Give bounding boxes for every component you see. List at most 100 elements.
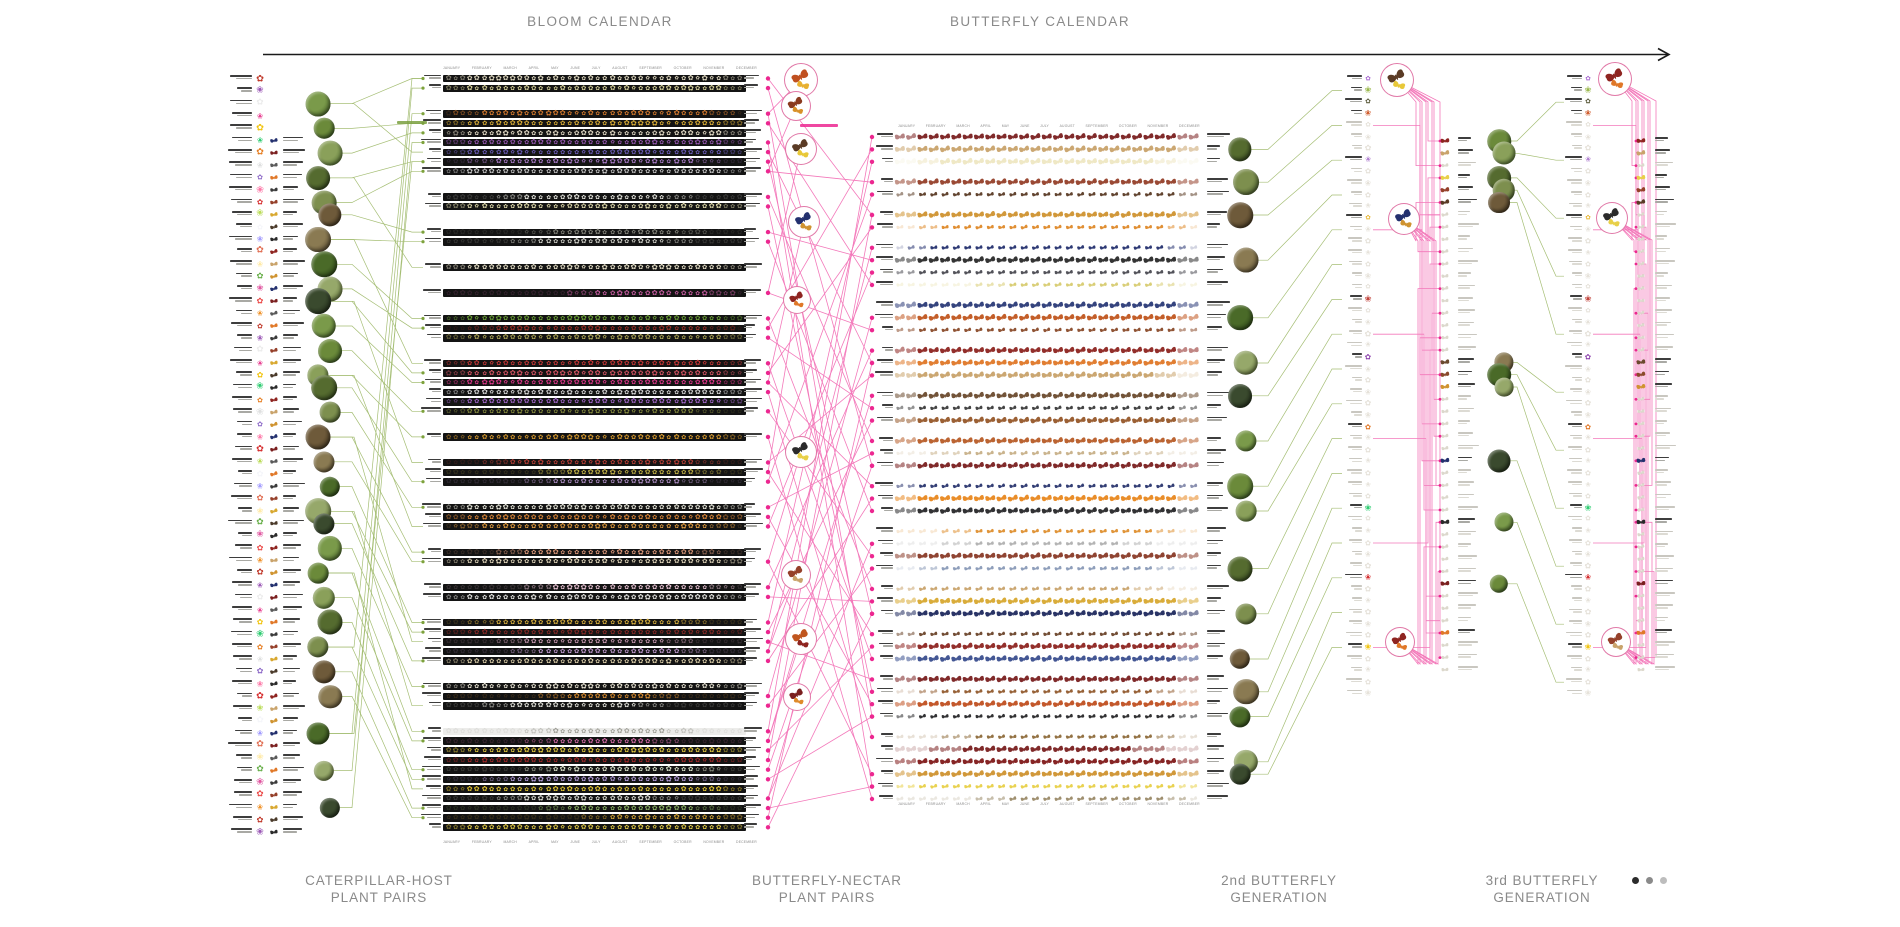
flower-glyph: ✿ — [446, 765, 452, 774]
butterfly-icon — [975, 192, 983, 197]
flower-glyph: ✿ — [574, 618, 579, 626]
flower-icon: ✿ — [256, 245, 264, 256]
link-line — [1593, 125, 1637, 215]
flower-glyph: ✿ — [645, 83, 651, 92]
butterfly-icon — [1440, 149, 1450, 156]
flower-glyph: ✿ — [695, 158, 700, 165]
butterfly-icon — [1099, 541, 1108, 546]
bloom-row-label — [421, 794, 441, 799]
microtext-line — [744, 237, 760, 240]
flower-glyph: ✿ — [460, 388, 466, 396]
flower-glyph: ✿ — [467, 746, 473, 754]
microtext-line — [283, 707, 299, 710]
butterfly-icon — [1156, 586, 1164, 592]
butterfly-icon — [1054, 541, 1062, 546]
flower-glyph: ✿ — [587, 592, 594, 601]
bloom-row: ✿ ✿ ✿ ✿ ✿ ✿ ✿ ✿ ✿ ✿ ✿ ✿ ✿ ✿ ✿ ✿ ✿ ✿ ✿ ✿ ✿ ✿ ✿ ✿ ✿ ✿ ✿ ✿ ✿ ✿ ✿ ✿ ✿ ✿ ✿ ✿ ✿ ✿ ✿ ✿… — [443, 314, 746, 323]
flower-glyph: ✿ — [602, 148, 608, 156]
flower-glyph: ✿ — [652, 324, 658, 332]
flower-glyph: ✿ — [459, 192, 466, 201]
flower-glyph: ✿ — [538, 700, 545, 710]
link-line — [1615, 337, 1637, 666]
host-plant-name — [231, 210, 252, 216]
microtext-line — [234, 346, 252, 349]
butterfly-icon — [1110, 327, 1119, 333]
flower-glyph: ✿ — [559, 108, 566, 118]
flower-glyph: ✿ — [560, 333, 565, 341]
flower-glyph: ✿ — [708, 656, 715, 665]
month-label: DECEMBER — [1179, 124, 1200, 128]
butterfly-icon — [973, 346, 985, 354]
flower-glyph: ✿ — [481, 803, 488, 812]
butterfly-icon — [1065, 244, 1074, 250]
link-dot — [421, 806, 425, 810]
flower-glyph: ✿ — [537, 457, 545, 467]
flower-glyph: ✿ — [616, 166, 623, 176]
host-plant-name — [230, 630, 252, 636]
flower-glyph: ✿ — [609, 784, 615, 793]
butterfly-icon — [1007, 145, 1019, 153]
flower-glyph: ✿ — [452, 166, 459, 176]
flower-glyph: ✿ — [503, 701, 508, 710]
flower-glyph: ✿ — [474, 692, 480, 700]
pagination-dot-3[interactable] — [1660, 877, 1667, 884]
flower-glyph: ✿ — [673, 138, 679, 147]
pagination-dot-2[interactable] — [1646, 877, 1653, 884]
flower-glyph: ✿ — [488, 784, 494, 793]
pagination-dots[interactable] — [1632, 877, 1667, 884]
butterfly-icon — [1131, 358, 1143, 367]
host-butterfly-name — [283, 606, 302, 611]
flower-glyph: ✿ — [509, 822, 516, 832]
flower-glyph: ✿ — [673, 397, 679, 405]
butterfly-icon — [1131, 494, 1143, 502]
butterfly-icon — [951, 610, 962, 617]
butterfly-icon — [1177, 655, 1188, 662]
link-line — [767, 641, 873, 680]
microtext-line — [428, 739, 441, 742]
microtext-line — [232, 383, 252, 386]
flower-glyph: ✿ — [701, 467, 708, 476]
butterfly-icon — [1052, 506, 1064, 515]
link-dot — [765, 693, 771, 699]
flower-glyph: ✿ — [560, 397, 565, 406]
link-line — [1399, 546, 1440, 665]
butterfly-icon — [1120, 210, 1132, 219]
butterfly-icon — [1177, 346, 1188, 354]
flower-glyph: ✿ — [609, 682, 615, 691]
butterfly-icon — [270, 298, 278, 304]
butterfly-icon — [1131, 642, 1143, 650]
flower-glyph: ✿ — [446, 237, 451, 245]
flower-glyph: ✿ — [453, 398, 459, 405]
host-butterfly-name — [283, 544, 302, 549]
flower-glyph: ✿ — [489, 238, 494, 245]
flower-glyph: ✿ — [716, 775, 722, 783]
flower-glyph: ✿ — [674, 119, 679, 127]
microtext-line — [426, 816, 441, 818]
caterpillar-photo-thumb — [311, 374, 337, 401]
butterfly-icon — [1018, 654, 1030, 663]
butterfly-icon — [1075, 597, 1087, 605]
butterfly-icon — [1018, 552, 1030, 560]
pagination-dot-1[interactable] — [1632, 877, 1639, 884]
host-plant-name — [232, 581, 252, 586]
butterfly-icon — [917, 145, 928, 153]
flower-glyph: ✿ — [445, 700, 452, 710]
flower-glyph: ✿ — [595, 814, 601, 821]
flower-glyph: ✿ — [723, 468, 729, 476]
flower-glyph: ✿ — [702, 618, 708, 626]
butterfly-icon — [1009, 244, 1017, 251]
flower-glyph: ✿ — [453, 378, 459, 387]
flower-glyph: ✿ — [524, 503, 530, 511]
flower-glyph: ✿ — [730, 521, 736, 531]
flower-glyph: ✿ — [459, 201, 466, 211]
butterfly-icon — [1131, 506, 1143, 515]
butterfly-icon — [1143, 391, 1154, 399]
butterfly-icon — [1031, 734, 1040, 740]
flower-glyph: ✿ — [531, 388, 537, 396]
flower-glyph: ✿ — [531, 755, 537, 765]
flower-glyph: ✿ — [445, 822, 452, 832]
microtext-line — [241, 423, 252, 426]
flower-glyph: ✿ — [695, 682, 700, 690]
flower-glyph: ✿ — [531, 74, 537, 82]
link-dot — [869, 180, 875, 185]
